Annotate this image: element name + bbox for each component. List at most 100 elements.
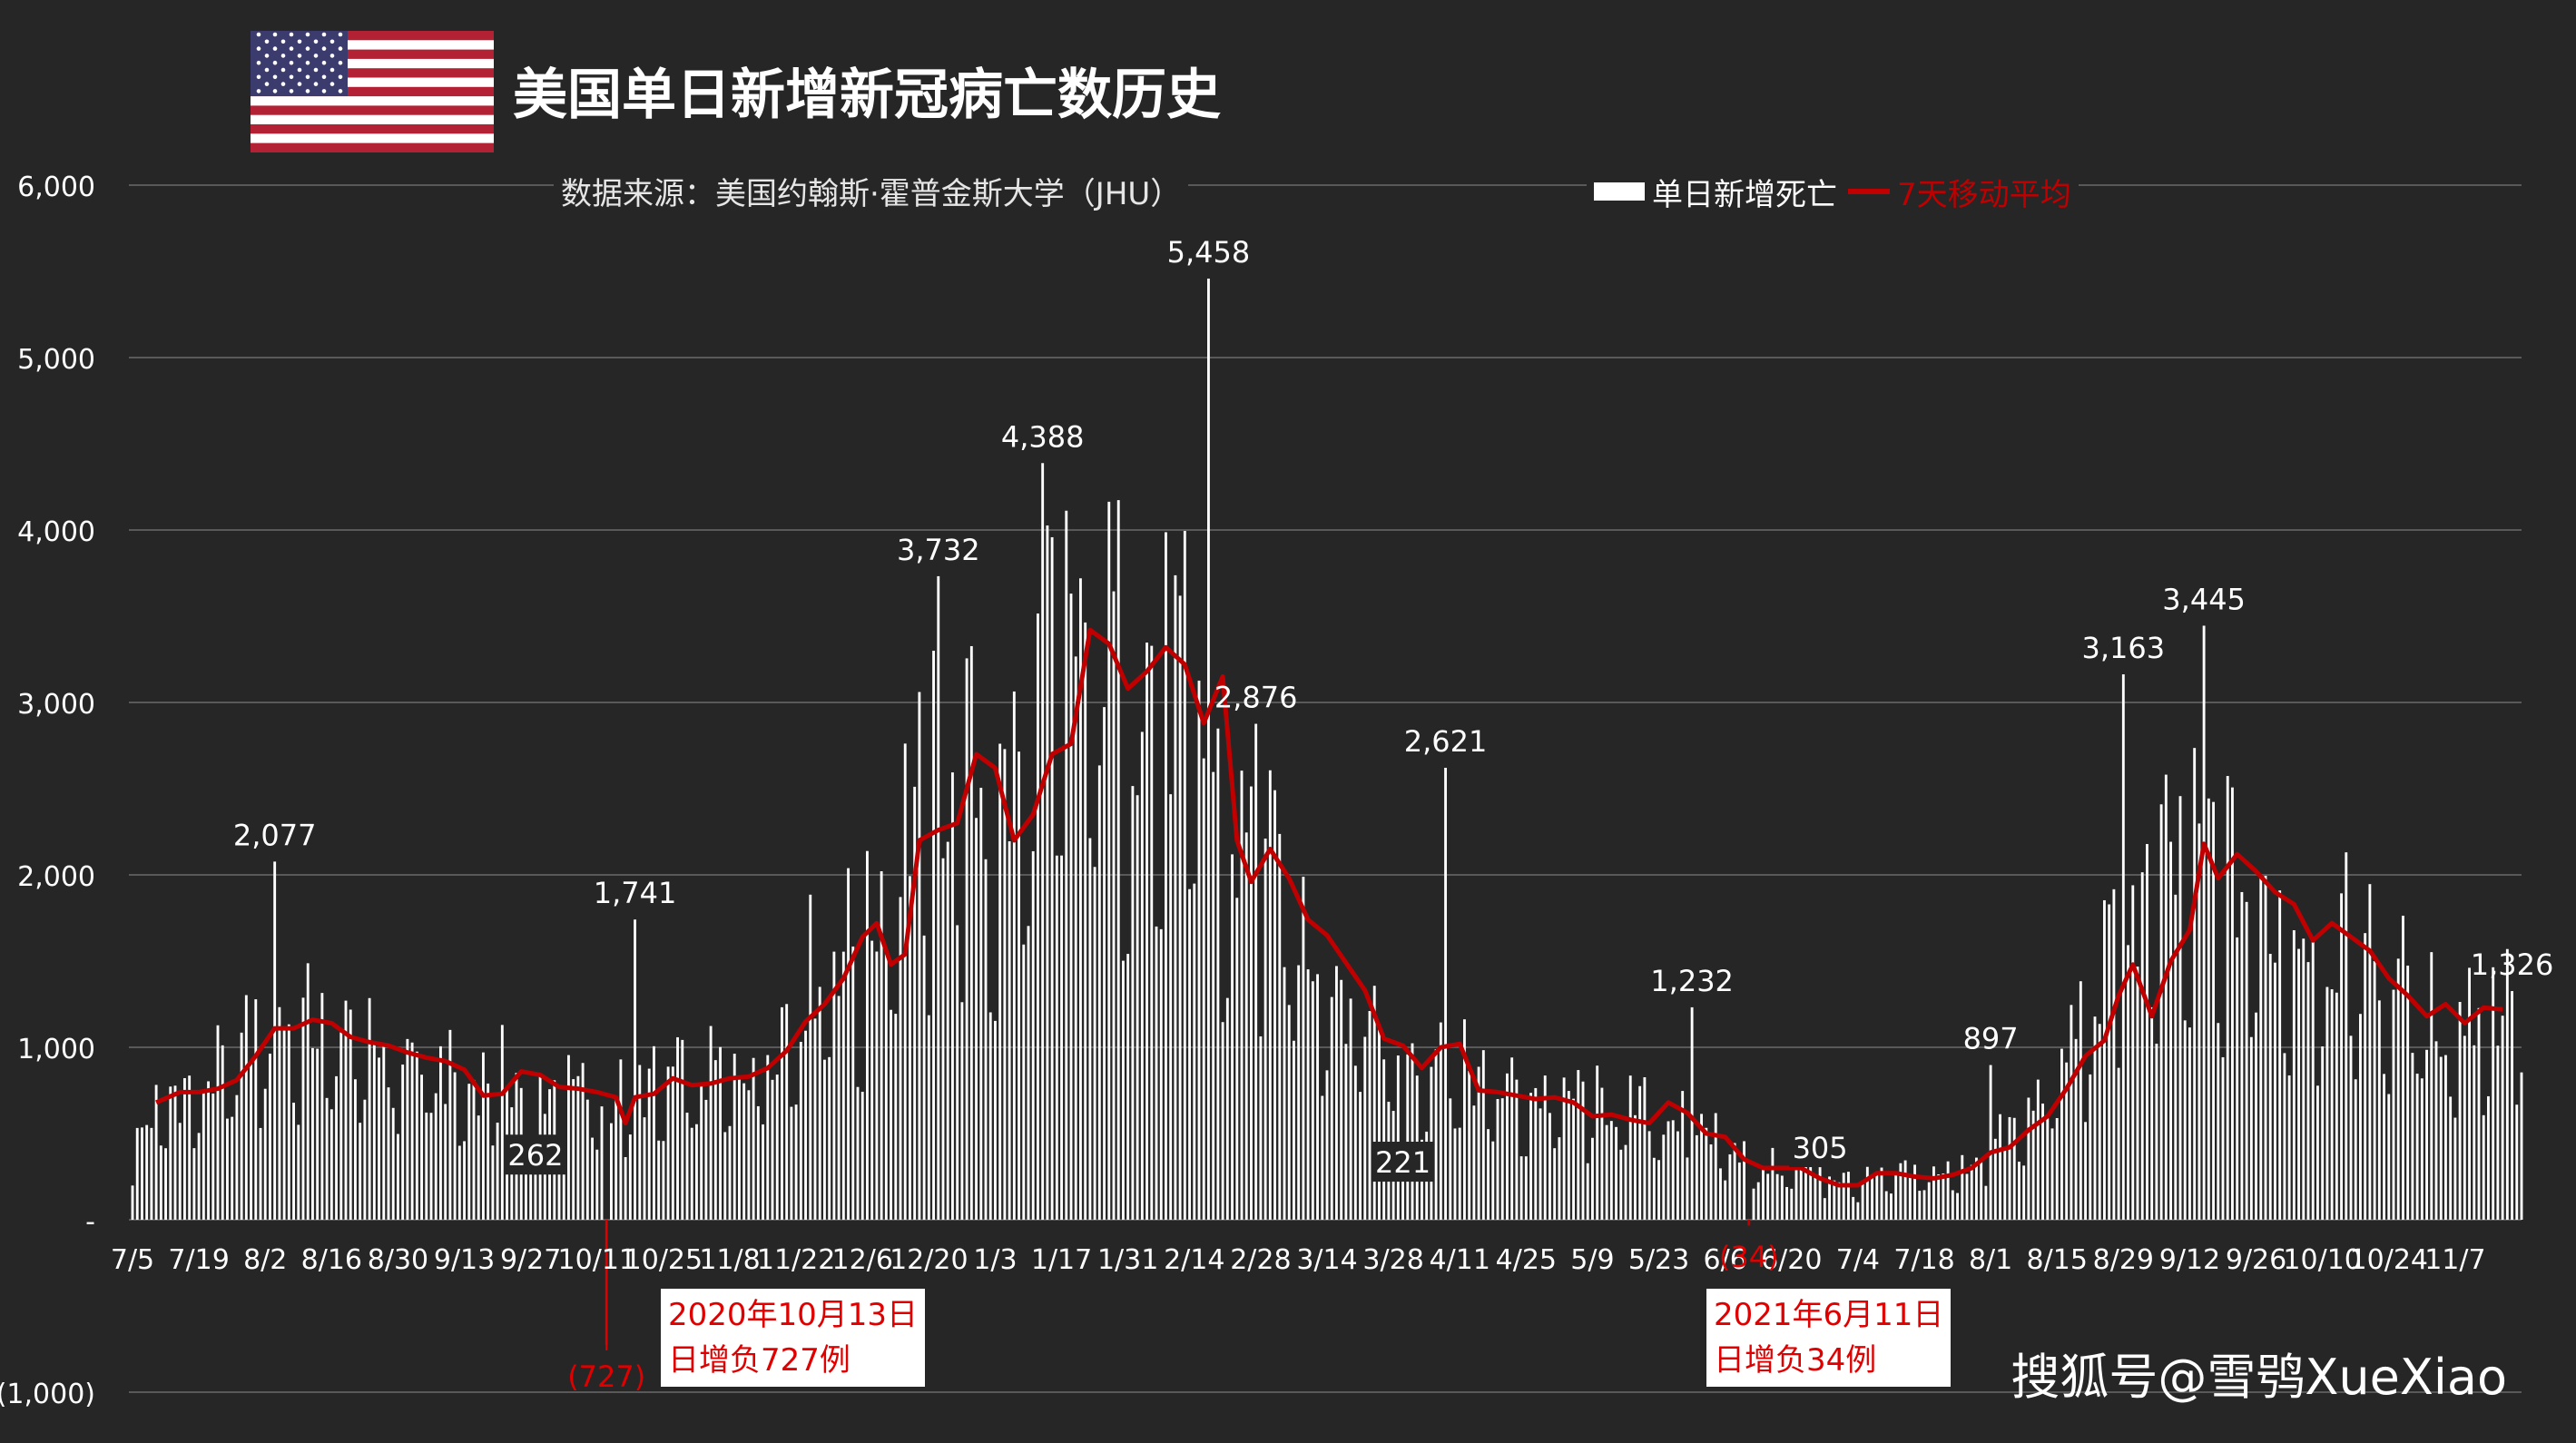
bar-day-368 [1875,1173,1879,1220]
bar-day-84 [529,1136,533,1220]
x-axis: 7/5 7/19 8/2 8/16 8/30 9/13 9/2710/1110/2511/8… [111,1244,2486,1276]
bar-day-132 [756,1105,760,1220]
bar-day-416 [2103,899,2106,1220]
bar-day-316 [1628,1075,1632,1220]
bar-day-376 [1913,1164,1916,1220]
bar-day-403 [2041,1103,2044,1220]
bar-day-450 [2264,875,2267,1220]
flag-star-25 [305,60,310,65]
bar-day-392 [1989,1065,1992,1220]
bar-day-2 [141,1127,143,1220]
x-tick-label-17: 2/28 [1230,1244,1291,1276]
flag-star-22 [256,60,261,65]
bar-day-172 [946,841,949,1220]
data-label-0: 2,077 [233,818,317,852]
bar-day-208 [1116,500,1120,1220]
flag-star-32 [329,67,335,73]
bar-day-201 [1084,622,1087,1220]
bar-day-177 [969,645,973,1220]
bar-day-439 [2212,801,2215,1220]
bar-day-455 [2287,1075,2291,1220]
bar-day-398 [2018,1162,2020,1220]
bar-day-250 [1316,974,1319,1220]
bar-day-397 [2012,1117,2016,1220]
bar-day-189 [1027,926,1030,1220]
bar-day-141 [799,1041,802,1220]
bar-day-312 [1609,1121,1613,1220]
bar-day-246 [1297,965,1301,1220]
flag-star-48 [321,89,327,93]
data-label-7: 2,876 [1214,681,1298,715]
bar-day-293 [1519,1156,1523,1220]
bar-day-65 [439,1045,442,1220]
bar-day-268 [1401,1182,1404,1220]
bar-day-136 [775,1075,779,1220]
bar-day-262 [1372,986,1376,1220]
bar-day-279 [1453,1128,1457,1220]
bar-day-431 [2174,894,2178,1220]
legend-swatch-bar [1594,182,1645,201]
daily-bars [131,278,2523,1346]
bar-day-445 [2240,891,2244,1220]
bar-day-240 [1268,770,1272,1220]
x-tick-label-27: 7/18 [1893,1244,1954,1276]
bar-day-281 [1463,1019,1466,1220]
flag-star-17 [264,54,270,58]
bar-day-363 [1852,1196,1855,1220]
bar-day-309 [1596,1065,1599,1220]
flag-star-29 [280,67,286,73]
flag-star-5 [338,32,343,37]
bar-day-448 [2255,1012,2257,1220]
data-label-9: 2,621 [1404,724,1488,759]
x-tick-label-26: 7/4 [1836,1244,1880,1276]
flag-star-43 [329,82,335,86]
bar-day-236 [1250,786,1253,1220]
bar-day-165 [913,786,917,1220]
bar-day-359 [1833,1180,1836,1220]
bar-day-179 [979,788,983,1220]
bar-day-490 [2453,1117,2457,1220]
y-tick-label-1: 5,000 [17,344,95,376]
bar-day-367 [1871,1175,1873,1220]
bar-day-225 [1197,680,1201,1220]
bar-day-354 [1809,1163,1813,1220]
bar-day-327 [1681,1091,1685,1220]
bar-day-335 [1719,1168,1722,1220]
bar-day-346 [1771,1147,1775,1220]
bar-day-200 [1079,578,1082,1220]
bar-day-465 [2335,992,2338,1220]
bar-day-496 [2482,1114,2485,1220]
bar-day-377 [1918,1191,1922,1220]
bar-day-294 [1524,1156,1528,1220]
bar-day-489 [2449,1096,2453,1220]
flag-star-21 [329,54,335,58]
bar-day-190 [1031,850,1035,1220]
bar-day-70 [463,1141,466,1220]
bar-day-364 [1856,1202,1860,1220]
bar-day-356 [1818,1167,1822,1220]
bar-day-220 [1174,574,1177,1220]
bar-day-381 [1937,1173,1941,1220]
bar-day-365 [1861,1181,1864,1220]
bar-day-285 [1481,1050,1485,1220]
bar-day-504 [2520,1072,2523,1220]
bar-day-280 [1458,1127,1461,1220]
data-label-16: 1,326 [2471,947,2554,982]
bar-day-40 [320,993,324,1220]
bar-day-278 [1449,1098,1452,1220]
bar-day-374 [1903,1160,1907,1220]
bar-day-419 [2117,1067,2120,1220]
bar-day-420 [2121,674,2125,1220]
bar-day-26 [254,999,258,1220]
bar-day-339 [1737,1162,1741,1220]
bar-day-277 [1444,768,1447,1220]
bar-day-224 [1193,883,1196,1220]
x-tick-label-3: 8/16 [301,1244,362,1276]
flag-star-44 [256,89,261,93]
bar-day-205 [1103,707,1106,1220]
bar-day-411 [2079,981,2082,1220]
bar-day-229 [1216,728,1220,1220]
bar-day-263 [1378,1025,1381,1220]
bar-day-151 [847,868,850,1220]
bar-day-182 [994,1020,997,1220]
